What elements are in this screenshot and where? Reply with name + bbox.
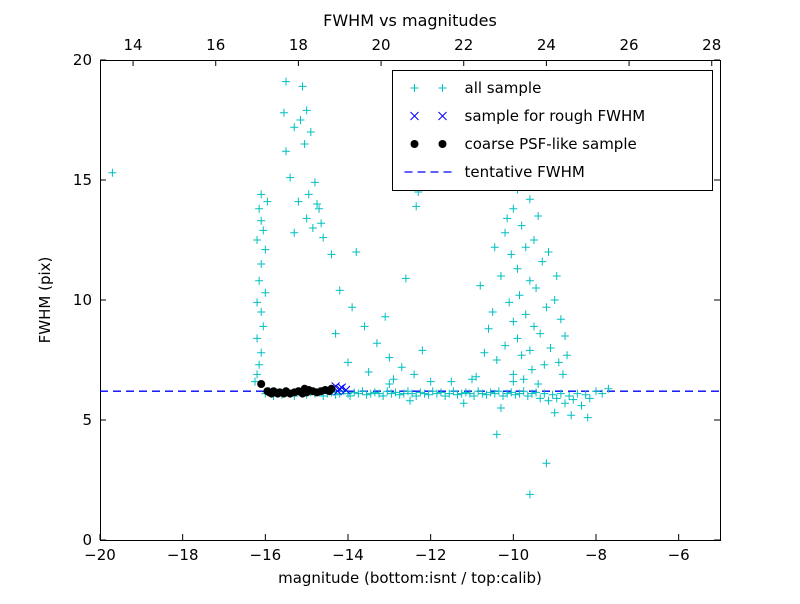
- legend-label: tentative FWHM: [465, 163, 585, 181]
- x-tick-label-bottom: −6: [668, 546, 690, 564]
- x-tick-label-top: 16: [206, 36, 225, 54]
- y-axis-label: FWHM (pix): [36, 257, 54, 344]
- x-tick-label-bottom: −16: [250, 546, 282, 564]
- y-tick-label: 5: [82, 411, 92, 429]
- legend-plus-marker: [410, 84, 447, 92]
- legend-x-marker: [410, 111, 447, 121]
- legend-label: all sample: [465, 79, 542, 97]
- x-tick-label-bottom: −14: [332, 546, 364, 564]
- psf-sample-point: [300, 384, 309, 393]
- x-tick-label-bottom: −10: [498, 546, 530, 564]
- psf-sample-point: [257, 380, 266, 388]
- psf-sample-point: [327, 384, 336, 393]
- y-tick-label: 10: [73, 291, 92, 309]
- axis-ticks: −20 −18 −16 −14 −12 −10 −8 −6 14 16 18 20 22 24 26 28 0 5…: [73, 36, 721, 564]
- x-tick-label-top: 24: [537, 36, 556, 54]
- legend-dot-marker: [438, 140, 447, 148]
- y-tick-label: 0: [82, 531, 92, 549]
- x-tick-label-top: 14: [124, 36, 143, 54]
- x-tick-label-bottom: −20: [84, 546, 116, 564]
- data-points: [108, 77, 613, 499]
- y-tick-label: 20: [73, 51, 92, 69]
- series-x: [331, 382, 351, 396]
- chart-title: FWHM vs magnitudes: [323, 11, 497, 30]
- x-tick-label-top: 26: [620, 36, 639, 54]
- series-dot: [257, 380, 336, 398]
- y-tick-label: 15: [73, 171, 92, 189]
- legend-box: [392, 70, 713, 191]
- x-axis-label: magnitude (bottom:isnt / top:calib): [278, 569, 542, 587]
- x-tick-label-bottom: −12: [415, 546, 447, 564]
- legend-label: coarse PSF-like sample: [465, 135, 637, 153]
- x-tick-label-bottom: −18: [167, 546, 199, 564]
- legend-dot-marker: [410, 140, 419, 148]
- rough-fwhm-points: [331, 382, 351, 396]
- x-tick-label-top: 20: [372, 36, 391, 54]
- x-tick-label-bottom: −8: [585, 546, 607, 564]
- x-tick-label-top: 18: [289, 36, 308, 54]
- legend: all sample sample for rough FWHM coarse PS…: [392, 70, 713, 191]
- x-tick-label-top: 22: [454, 36, 473, 54]
- legend-label: sample for rough FWHM: [465, 107, 646, 125]
- x-tick-label-top: 28: [702, 36, 721, 54]
